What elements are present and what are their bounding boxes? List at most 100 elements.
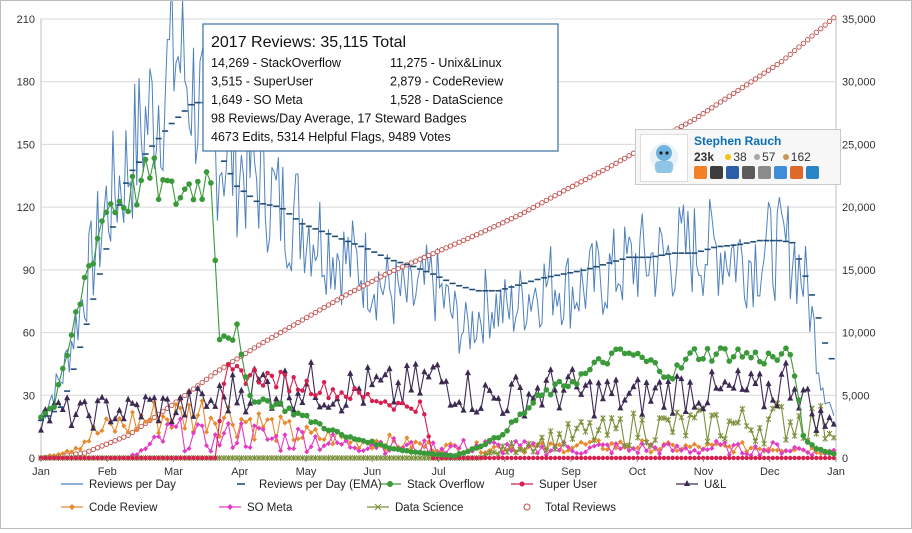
info-line: 98 Reviews/Day Average, 17 Steward Badge… bbox=[211, 112, 466, 126]
stack-overflow-point bbox=[216, 336, 223, 343]
total-reviews-point bbox=[717, 99, 724, 105]
data-science-point bbox=[717, 432, 724, 439]
data-science-point bbox=[573, 425, 580, 432]
super-user-point bbox=[374, 399, 379, 404]
so-meta-point bbox=[783, 448, 789, 454]
ul-point bbox=[800, 386, 807, 393]
ul-point bbox=[713, 384, 720, 391]
stack-overflow-point bbox=[613, 346, 619, 353]
x-tick-label: Oct bbox=[629, 466, 646, 478]
total-reviews-point bbox=[426, 252, 432, 259]
legend-item-so-meta: SO Meta bbox=[219, 502, 293, 514]
total-reviews-point bbox=[452, 241, 458, 247]
total-reviews-point bbox=[108, 439, 114, 446]
total-reviews-point bbox=[395, 265, 401, 272]
stack-overflow-point bbox=[678, 365, 685, 371]
ul-point bbox=[826, 414, 833, 421]
ul-point bbox=[639, 410, 646, 417]
chart-title: 2017 Reviews: 35,115 Total bbox=[211, 34, 406, 51]
ul-point bbox=[565, 373, 572, 380]
stack-overflow-point bbox=[630, 352, 637, 358]
bronze-badge-count: 162 bbox=[790, 150, 811, 164]
stackoverflow-icon[interactable] bbox=[694, 166, 707, 179]
super-user-point bbox=[73, 455, 79, 461]
super-user-point bbox=[430, 455, 436, 461]
super-user-point bbox=[252, 367, 257, 372]
total-reviews-point bbox=[473, 232, 480, 238]
ul-point bbox=[739, 385, 746, 392]
data-science-point bbox=[704, 438, 711, 445]
data-science-point bbox=[404, 455, 410, 461]
superuser-icon[interactable] bbox=[726, 166, 739, 179]
ul-point bbox=[721, 378, 728, 385]
super-user-point bbox=[517, 455, 523, 461]
ul-point bbox=[534, 384, 541, 391]
super-user-point bbox=[86, 455, 92, 461]
stack-overflow-point bbox=[600, 359, 606, 366]
super-user-point bbox=[592, 455, 597, 461]
so-meta-point bbox=[177, 416, 183, 422]
ul-point bbox=[364, 363, 371, 370]
super-user-point bbox=[339, 390, 344, 395]
so-meta-point bbox=[626, 448, 632, 454]
stack-overflow-point bbox=[491, 434, 497, 441]
ul-point bbox=[613, 376, 620, 383]
data-science-point bbox=[735, 419, 741, 426]
profile-badge[interactable]: Stephen Rauch 23k 38 57 162 bbox=[635, 129, 841, 185]
ul-point bbox=[491, 394, 498, 401]
super-user-point bbox=[622, 455, 627, 461]
ul-point bbox=[290, 406, 297, 413]
stack-overflow-point bbox=[234, 321, 240, 327]
super-user-point bbox=[396, 400, 401, 406]
stack-overflow-point bbox=[42, 410, 49, 417]
ul-point bbox=[264, 378, 271, 385]
serverfault-icon[interactable] bbox=[806, 166, 819, 179]
code-review-point bbox=[739, 439, 745, 445]
total-reviews-point bbox=[391, 267, 397, 274]
meta-icon[interactable] bbox=[758, 166, 771, 179]
total-reviews-point bbox=[234, 356, 240, 362]
so-meta-point bbox=[260, 426, 266, 432]
super-user-point bbox=[195, 455, 201, 461]
total-reviews-point bbox=[264, 337, 271, 343]
super-user-point bbox=[143, 455, 148, 461]
super-user-point bbox=[491, 455, 497, 461]
unix-linux-icon[interactable] bbox=[710, 166, 723, 179]
data-science-point bbox=[343, 455, 349, 461]
so-meta-point bbox=[548, 448, 554, 454]
stack-overflow-point bbox=[107, 201, 114, 207]
stack-overflow-point bbox=[578, 371, 584, 377]
total-reviews-point bbox=[826, 18, 833, 25]
datascience-icon[interactable] bbox=[774, 166, 787, 179]
super-user-point bbox=[356, 390, 362, 395]
data-science-point bbox=[783, 436, 789, 443]
stack-overflow-point bbox=[495, 434, 502, 441]
ul-point bbox=[499, 409, 506, 416]
ul-point bbox=[765, 380, 772, 387]
super-user-point bbox=[522, 455, 527, 461]
data-science-point bbox=[234, 455, 240, 461]
stack-overflow-point bbox=[112, 209, 118, 216]
legend-marker bbox=[684, 480, 690, 486]
total-reviews-point bbox=[722, 96, 728, 102]
super-user-point bbox=[56, 455, 61, 461]
stack-overflow-point bbox=[190, 196, 197, 203]
axes-layer: 0 30 60 90 120 150 180 210 0 5,000 10,000 15,000 20,… bbox=[17, 14, 876, 478]
legend: Reviews per Day Reviews per Day (EMA) Stac… bbox=[61, 479, 727, 514]
ul-point bbox=[687, 378, 694, 385]
askubuntu-icon[interactable] bbox=[790, 166, 803, 179]
so-meta-point bbox=[696, 450, 702, 456]
code-review-point bbox=[583, 441, 589, 447]
legend-label: Stack Overflow bbox=[407, 479, 485, 491]
super-user-point bbox=[692, 455, 697, 461]
total-reviews-point bbox=[212, 370, 218, 376]
data-science-point bbox=[321, 455, 328, 461]
profile-name[interactable]: Stephen Rauch bbox=[694, 134, 782, 148]
stack-overflow-point bbox=[125, 208, 131, 215]
codereview-icon[interactable] bbox=[742, 166, 755, 179]
stack-overflow-point bbox=[787, 351, 794, 358]
super-user-point bbox=[487, 455, 492, 461]
super-user-point bbox=[138, 455, 144, 461]
